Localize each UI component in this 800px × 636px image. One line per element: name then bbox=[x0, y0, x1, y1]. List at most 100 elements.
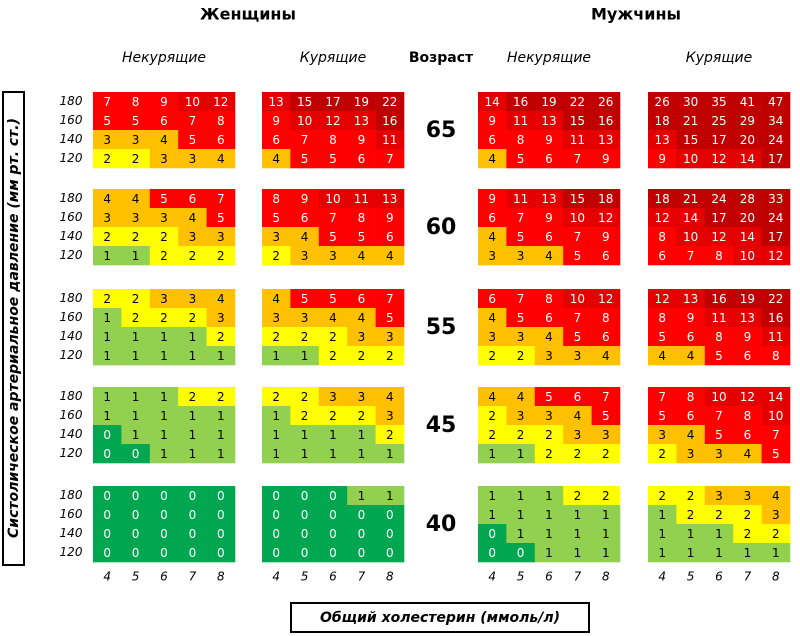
risk-value: 6 bbox=[744, 428, 752, 442]
risk-value: 1 bbox=[272, 447, 280, 461]
risk-cell bbox=[262, 289, 291, 309]
risk-cell bbox=[506, 111, 536, 131]
risk-cell bbox=[347, 543, 376, 563]
risk-cell bbox=[506, 289, 536, 309]
risk-cell bbox=[93, 92, 122, 112]
risk-value: 0 bbox=[160, 546, 168, 560]
risk-value: 1 bbox=[772, 546, 780, 560]
risk-value: 2 bbox=[715, 508, 723, 522]
risk-cell bbox=[534, 308, 564, 328]
risk-cell bbox=[178, 308, 207, 328]
risk-value: 12 bbox=[598, 211, 613, 225]
risk-cell bbox=[733, 524, 762, 544]
risk-cell bbox=[347, 227, 376, 247]
risk-value: 5 bbox=[217, 211, 225, 225]
risk-value: 5 bbox=[517, 311, 525, 325]
risk-cell bbox=[262, 130, 291, 150]
risk-cell bbox=[347, 92, 376, 112]
x-label-box bbox=[290, 602, 590, 633]
risk-value: 6 bbox=[301, 211, 309, 225]
risk-cell bbox=[206, 289, 236, 309]
cholesterol-label: 6 bbox=[545, 570, 553, 584]
risk-cell bbox=[704, 505, 734, 525]
risk-value: 8 bbox=[132, 95, 140, 109]
cholesterol-label: 4 bbox=[272, 570, 280, 584]
risk-cell bbox=[591, 149, 621, 169]
risk-cell bbox=[178, 387, 207, 407]
risk-value: 1 bbox=[574, 508, 582, 522]
risk-cell bbox=[375, 189, 405, 209]
risk-value: 4 bbox=[103, 192, 111, 206]
risk-value: 8 bbox=[272, 192, 280, 206]
risk-value: 5 bbox=[772, 447, 780, 461]
risk-cell bbox=[178, 425, 207, 445]
risk-value: 0 bbox=[160, 489, 168, 503]
risk-cell bbox=[206, 246, 236, 266]
risk-value: 3 bbox=[488, 249, 496, 263]
risk-value: 1 bbox=[488, 489, 496, 503]
risk-cell bbox=[206, 327, 236, 347]
risk-cell bbox=[375, 308, 405, 328]
risk-cell bbox=[733, 425, 762, 445]
risk-cell bbox=[318, 92, 348, 112]
risk-value: 7 bbox=[189, 114, 197, 128]
risk-value: 1 bbox=[329, 447, 337, 461]
age-label: 55 bbox=[426, 315, 457, 340]
risk-cell bbox=[761, 486, 791, 506]
x-axis-label: Общий холестерин (ммоль/л) bbox=[320, 610, 560, 626]
risk-cell bbox=[121, 406, 151, 426]
risk-value: 7 bbox=[658, 390, 666, 404]
risk-value: 3 bbox=[132, 133, 140, 147]
risk-value: 3 bbox=[358, 390, 366, 404]
risk-value: 12 bbox=[655, 292, 670, 306]
risk-cell bbox=[761, 543, 791, 563]
risk-cell bbox=[563, 524, 592, 544]
risk-cell bbox=[375, 246, 405, 266]
risk-cell bbox=[563, 387, 592, 407]
pressure-label: 160 bbox=[60, 113, 83, 127]
risk-cell bbox=[563, 406, 592, 426]
risk-cell bbox=[648, 524, 677, 544]
risk-value: 0 bbox=[517, 546, 525, 560]
risk-cell bbox=[733, 505, 762, 525]
risk-value: 1 bbox=[602, 527, 610, 541]
risk-value: 12 bbox=[213, 95, 228, 109]
cholesterol-label: 6 bbox=[329, 570, 337, 584]
risk-cell bbox=[347, 189, 376, 209]
risk-cell bbox=[375, 130, 405, 150]
risk-cell bbox=[591, 130, 621, 150]
risk-cell bbox=[591, 425, 621, 445]
risk-cell bbox=[375, 543, 405, 563]
risk-cell bbox=[149, 346, 179, 366]
risk-cell bbox=[149, 246, 179, 266]
risk-cell bbox=[262, 425, 291, 445]
risk-value: 25 bbox=[711, 114, 726, 128]
risk-value: 16 bbox=[598, 114, 613, 128]
risk-value: 3 bbox=[301, 249, 309, 263]
risk-value: 3 bbox=[160, 152, 168, 166]
risk-cell bbox=[93, 406, 122, 426]
age-label: 65 bbox=[426, 118, 457, 143]
risk-value: 3 bbox=[189, 152, 197, 166]
risk-cell bbox=[262, 543, 291, 563]
risk-value: 12 bbox=[740, 390, 755, 404]
pressure-label: 140 bbox=[60, 132, 83, 146]
risk-value: 5 bbox=[301, 292, 309, 306]
risk-value: 4 bbox=[517, 390, 525, 404]
risk-cell bbox=[262, 92, 291, 112]
risk-value: 2 bbox=[574, 447, 582, 461]
risk-value: 0 bbox=[301, 489, 309, 503]
risk-cell bbox=[121, 486, 151, 506]
risk-cell bbox=[347, 130, 376, 150]
risk-value: 47 bbox=[768, 95, 783, 109]
risk-value: 2 bbox=[744, 527, 752, 541]
risk-value: 0 bbox=[386, 527, 394, 541]
risk-value: 9 bbox=[545, 133, 553, 147]
risk-cell bbox=[506, 246, 536, 266]
risk-cell bbox=[534, 246, 564, 266]
risk-cell bbox=[206, 505, 236, 525]
risk-value: 4 bbox=[132, 192, 140, 206]
risk-cell bbox=[761, 111, 791, 131]
risk-value: 2 bbox=[217, 330, 225, 344]
risk-cell bbox=[290, 486, 320, 506]
